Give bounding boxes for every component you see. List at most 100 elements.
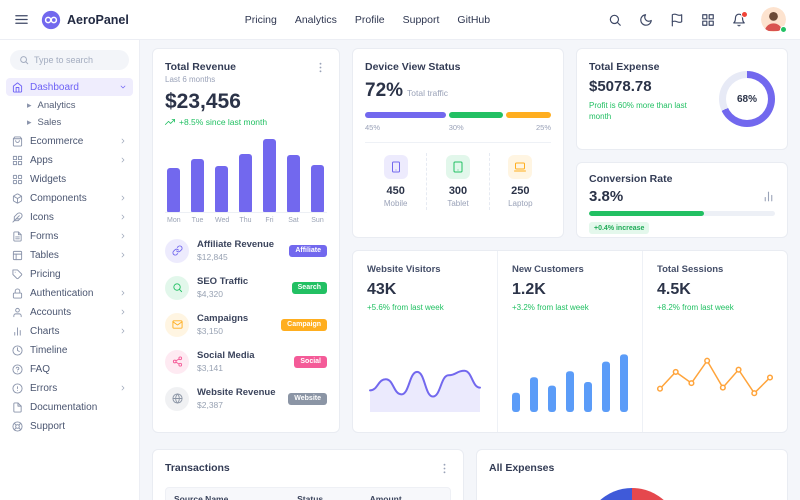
- device-stats: 450 Mobile 300 Tablet 250 Laptop: [365, 153, 551, 210]
- stat-change: +3.2% from last week: [512, 303, 589, 312]
- revenue-source-seo-traffic[interactable]: SEO Traffic $4,320 Search: [165, 269, 327, 306]
- transactions-menu-button[interactable]: [438, 462, 451, 475]
- mobile-icon: [383, 155, 408, 179]
- device-stat-value: 250: [511, 185, 530, 197]
- sidebar-item-documentation[interactable]: Documentation: [6, 398, 133, 416]
- revenue-source-social-media[interactable]: Social Media $3,141 Social: [165, 343, 327, 380]
- sidebar-item-authentication[interactable]: Authentication: [6, 284, 133, 302]
- stat-value: 1.2K: [512, 281, 546, 298]
- topbar: AeroPanel Pricing Analytics Profile Support…: [0, 0, 800, 40]
- sidebar-subitem-analytics[interactable]: ▸ Analytics: [27, 100, 76, 111]
- device-title: Device View Status: [365, 61, 461, 73]
- device-segment-2: [506, 112, 551, 118]
- sidebar-item-tables[interactable]: Tables: [6, 246, 133, 264]
- revenue-value: $23,456: [165, 90, 241, 113]
- total-revenue-card: Total Revenue Last 6 months $23,456 +8.5…: [152, 48, 340, 433]
- source-name: Campaigns: [197, 313, 249, 324]
- total-sessions-chart: [656, 348, 774, 419]
- device-stat-label: Laptop: [508, 199, 533, 208]
- social-media-icon: [165, 349, 189, 374]
- sidebar-item-components[interactable]: Components: [6, 189, 133, 207]
- sidebar-item-timeline[interactable]: Timeline: [6, 341, 133, 359]
- sidebar-item-dashboard[interactable]: Dashboard: [6, 78, 133, 96]
- revenue-menu-button[interactable]: [314, 61, 327, 74]
- revenue-source-website-revenue[interactable]: Website Revenue $2,387 Website: [165, 380, 327, 417]
- expense-note: Profit is 60% more than last month: [589, 101, 687, 122]
- sidebar-item-errors[interactable]: Errors: [6, 379, 133, 397]
- brand[interactable]: AeroPanel: [41, 10, 129, 30]
- device-stat-laptop: 250 Laptop: [488, 153, 551, 210]
- bell-icon[interactable]: [730, 10, 748, 29]
- top-nav: Pricing Analytics Profile Support GitHub: [245, 14, 490, 26]
- revenue-source-campaigns[interactable]: Campaigns $3,150 Campaign: [165, 306, 327, 343]
- online-status-dot: [779, 26, 787, 33]
- user-avatar[interactable]: [760, 7, 787, 33]
- sidebar-item-icons[interactable]: Icons: [6, 208, 133, 226]
- device-segment-1: [449, 112, 503, 118]
- segment-label-1: 30%: [448, 123, 464, 132]
- sidebar-item-pricing[interactable]: Pricing: [6, 265, 133, 283]
- grid-icon[interactable]: [699, 11, 717, 29]
- expense-donut-label: 68%: [736, 93, 757, 105]
- main-content: Total Revenue Last 6 months $23,456 +8.5…: [140, 40, 800, 500]
- source-amount: $3,150: [197, 326, 223, 336]
- source-badge: Affiliate: [289, 244, 327, 257]
- revenue-bar-sat: [287, 155, 300, 212]
- sidebar-item-accounts[interactable]: Accounts: [6, 303, 133, 321]
- source-name: SEO Traffic: [197, 276, 249, 287]
- revenue-bar-fri: [263, 139, 276, 212]
- flag-icon[interactable]: [668, 11, 686, 29]
- segment-label-0: 45%: [365, 123, 381, 132]
- trend-up-icon: [165, 119, 175, 125]
- tablet-icon: [445, 155, 470, 179]
- revenue-bar-sun: [311, 164, 324, 212]
- device-view-status-card: Device View Status 72% Total traffic 45% 3…: [352, 48, 564, 238]
- source-amount: $2,387: [197, 400, 223, 410]
- sidebar-item-ecommerce[interactable]: Ecommerce: [6, 132, 133, 150]
- revenue-bar-labels: Mon Tue Wed Thu Fri Sat Sun: [165, 217, 327, 224]
- device-segment-bar: [365, 112, 551, 118]
- stat-change: +8.2% from last week: [657, 303, 734, 312]
- nav-link-support[interactable]: Support: [402, 13, 440, 26]
- bar-label-thu: Thu: [239, 217, 252, 224]
- bar-chart-icon: [762, 190, 775, 203]
- topbar-actions: [606, 7, 787, 33]
- seo-traffic-icon: [165, 275, 189, 300]
- hamburger-menu-icon[interactable]: [14, 12, 29, 27]
- sidebar-item-apps[interactable]: Apps: [6, 151, 133, 169]
- total-expense-card: Total Expense $5078.78 Profit is 60% mor…: [576, 48, 788, 150]
- conversion-title: Conversion Rate: [589, 173, 673, 185]
- all-expenses-card: All Expenses: [476, 449, 788, 500]
- stat-value: 4.5K: [657, 281, 691, 298]
- sidebar-search-input[interactable]: [34, 55, 120, 65]
- revenue-bar-wed: [215, 166, 228, 212]
- column-header-amount: Amount: [369, 494, 402, 500]
- stat-label: Total Sessions: [657, 264, 724, 275]
- sidebar-subitem-sales[interactable]: ▸ Sales: [27, 117, 62, 128]
- nav-link-github[interactable]: GitHub: [457, 13, 491, 26]
- search-icon[interactable]: [606, 11, 624, 29]
- nav-link-pricing[interactable]: Pricing: [244, 13, 277, 26]
- sidebar-item-charts[interactable]: Charts: [6, 322, 133, 340]
- nav-link-profile[interactable]: Profile: [354, 13, 385, 26]
- nav-link-analytics[interactable]: Analytics: [294, 13, 337, 26]
- source-amount: $4,320: [197, 289, 223, 299]
- source-badge: Website: [288, 392, 327, 405]
- sidebar-item-forms[interactable]: Forms: [6, 227, 133, 245]
- new-customers-chart: [512, 348, 628, 419]
- source-name: Website Revenue: [197, 387, 276, 398]
- brand-name: AeroPanel: [67, 12, 129, 27]
- bar-label-wed: Wed: [215, 217, 230, 224]
- revenue-title: Total Revenue: [165, 61, 236, 73]
- sidebar-item-support[interactable]: Support: [6, 417, 133, 435]
- revenue-change: +8.5% since last month: [165, 117, 327, 127]
- revenue-source-affiliate-revenue[interactable]: Affiliate Revenue $12,845 Affiliate: [165, 232, 327, 269]
- conversion-value: 3.8%: [589, 188, 624, 205]
- sidebar-item-widgets[interactable]: Widgets: [6, 170, 133, 188]
- bar-label-sun: Sun: [311, 217, 324, 224]
- moon-icon[interactable]: [637, 11, 655, 29]
- sidebar: Dashboard ▸Analytics ▸Sales EcommerceAppsWi…: [0, 40, 140, 500]
- device-segment-0: [365, 112, 446, 118]
- source-badge: Campaign: [281, 318, 327, 331]
- sidebar-item-faq[interactable]: FAQ: [6, 360, 133, 378]
